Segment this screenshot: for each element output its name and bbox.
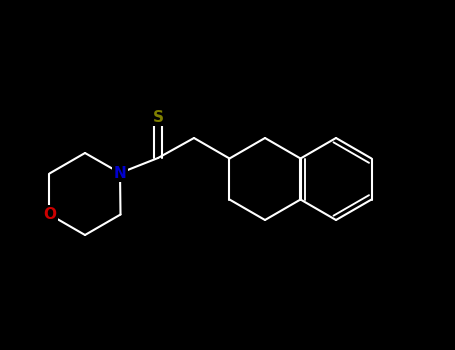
Text: N: N <box>114 166 126 181</box>
Text: O: O <box>43 207 56 222</box>
Text: S: S <box>152 110 163 125</box>
